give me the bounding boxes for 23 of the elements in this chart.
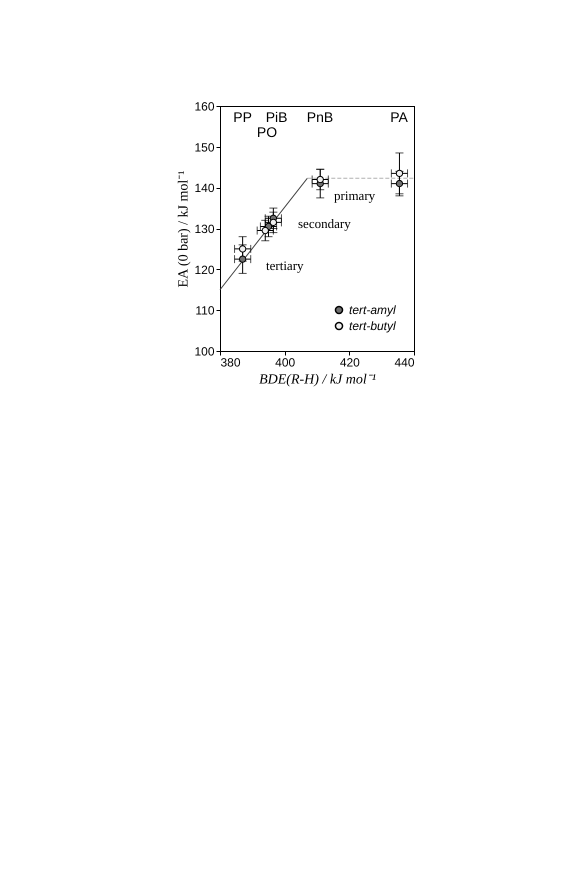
y-tick-label: 150 [194,140,215,154]
y-axis-title: EA (0 bar) / kJ mol⁻¹ [176,170,192,288]
x-tick-label: 380 [220,356,241,370]
annotation: tertiary [266,258,304,273]
x-axis-title: BDE(R-H) / kJ mol⁻¹ [259,372,376,388]
annotation: PiB [266,109,288,125]
x-tick-label: 420 [340,356,360,370]
annotation: PA [390,109,408,125]
y-tick-label: 130 [194,222,215,236]
annotation: PO [256,124,278,140]
annotation: secondary [298,216,352,231]
legend-label: tert-butyl [349,319,396,333]
x-tick-label: 400 [275,356,296,370]
annotation: PnB [306,109,334,125]
legend-label: tert-amyl [349,303,396,317]
y-tick-label: 100 [194,344,215,358]
x-tick-label: 440 [394,356,415,370]
annotation: PP [233,109,252,125]
y-tick-label: 120 [194,262,215,277]
y-tick-label: 140 [194,181,215,196]
y-tick-label: 110 [195,304,215,318]
y-tick-label: 160 [194,100,215,114]
annotation: primary [334,188,376,203]
